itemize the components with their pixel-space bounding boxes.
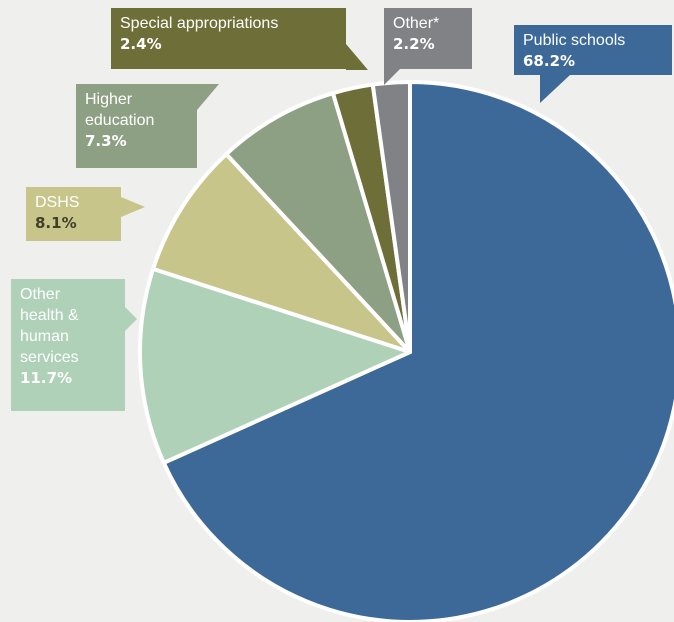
pie-slice-higher-education [224,91,412,354]
callout-label: Other* [393,15,440,32]
callout-other-health-human-services: Other health & human services 11.7% [11,279,137,411]
callout-special-appropriations: Special appropriations 2.4% [111,8,368,70]
callout-pointer [121,197,145,217]
callout-value: 68.2% [523,52,576,70]
callout-value: 7.3% [85,132,127,150]
callout-label: Other health & human services [20,286,79,366]
callout-value: 11.7% [20,369,73,387]
callout-label: Higher education [85,91,155,129]
callout-value: 8.1% [35,214,77,232]
pie-slice-other-health-human-services [138,266,412,465]
callout-pointer [384,69,400,85]
callout-label: Special appropriations [120,15,279,32]
pie-slice-dshs [151,152,412,354]
callout-value: 2.2% [393,35,435,53]
callout-higher-education: Higher education 7.3% [76,84,219,168]
callout-dshs: DSHS 8.1% [26,187,145,241]
callout-pointer [540,75,570,103]
pie-slice-public-schools [161,80,674,622]
callout-label: DSHS [35,194,80,211]
callout-value: 2.4% [120,35,162,53]
callout-pointer [197,84,219,110]
callout-pointer [125,307,137,331]
callout-other: Other* 2.2% [384,8,472,85]
callout-label: Public schools [523,32,626,49]
callout-pointer [346,44,368,70]
callout-public-schools: Public schools 68.2% [514,25,672,103]
